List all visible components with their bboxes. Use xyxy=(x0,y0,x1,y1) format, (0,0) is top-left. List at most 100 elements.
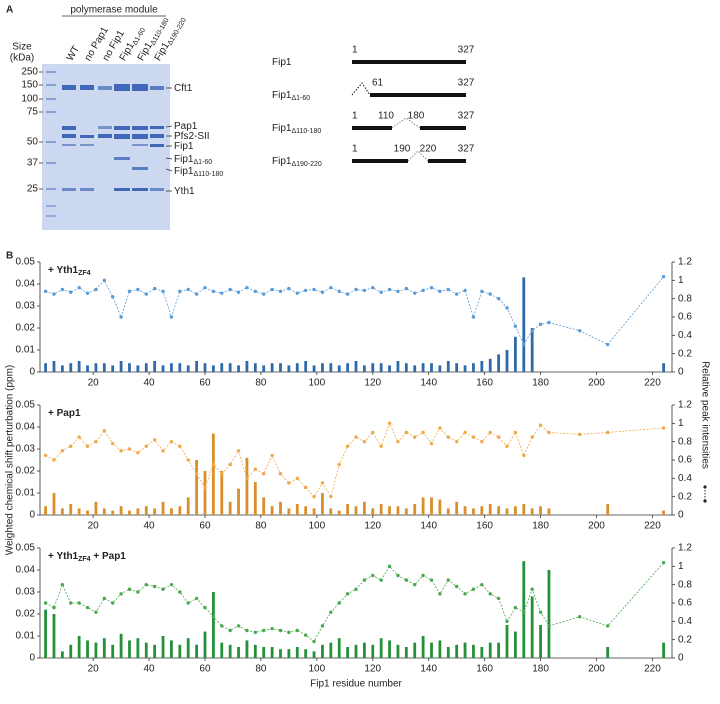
intensity-point xyxy=(605,624,610,628)
intensity-point xyxy=(578,432,582,437)
intensity-line xyxy=(45,422,664,498)
bar xyxy=(522,277,526,372)
intensity-point xyxy=(52,605,56,610)
bar xyxy=(144,642,148,658)
x-tick-label: 20 xyxy=(88,664,100,675)
y-tick-label: 0.02 xyxy=(16,609,36,620)
bar xyxy=(488,642,492,658)
intensity-point xyxy=(119,449,123,453)
intensity-point xyxy=(245,628,249,633)
intensity-point xyxy=(194,292,199,296)
bar xyxy=(60,651,64,658)
intensity-point xyxy=(337,289,341,294)
residue-number: 1 xyxy=(352,111,358,122)
bar xyxy=(362,501,366,515)
bar xyxy=(346,363,350,372)
intensity-point xyxy=(513,324,518,328)
intensity-point xyxy=(69,601,73,605)
construct-name-main: Fip1 xyxy=(272,123,292,134)
marker-size: 150 xyxy=(21,80,38,91)
bar xyxy=(539,506,542,515)
intensity-point xyxy=(413,582,417,587)
bar xyxy=(94,363,98,372)
bar xyxy=(321,363,324,372)
x-tick-label: 180 xyxy=(532,378,549,389)
bar xyxy=(270,647,274,658)
bar xyxy=(170,640,173,658)
axes-frame xyxy=(39,262,673,373)
intensity-point xyxy=(661,426,666,430)
intensity-point xyxy=(463,430,467,435)
intensity-point xyxy=(94,610,98,614)
residue-number: 110 xyxy=(378,111,394,122)
bar xyxy=(102,508,106,515)
intensity-point xyxy=(547,320,551,325)
intensity-point xyxy=(278,628,283,633)
bar xyxy=(354,361,358,372)
bar xyxy=(304,506,308,515)
intensity-point xyxy=(404,286,409,291)
x-tick-label: 80 xyxy=(255,378,267,389)
bar xyxy=(388,365,391,372)
intensity-point xyxy=(354,435,358,439)
intensity-point xyxy=(538,610,543,614)
bar xyxy=(279,363,282,372)
intensity-point xyxy=(77,601,81,605)
bar xyxy=(455,501,459,515)
intensity-point xyxy=(530,329,534,333)
gel-bands xyxy=(46,71,164,217)
y-tick-label: 0.05 xyxy=(16,257,36,268)
intensity-point xyxy=(211,289,216,294)
band-label-main: Fip1 xyxy=(174,141,194,152)
band-label-sub: Δ110-180 xyxy=(193,171,223,178)
bar xyxy=(295,647,299,658)
intensity-point xyxy=(404,430,409,435)
bar xyxy=(119,361,123,372)
bar xyxy=(262,497,266,515)
band-label: Fip1Δ1-60 xyxy=(174,154,212,166)
intensity-point xyxy=(43,453,48,458)
y2-tick-label: 0.4 xyxy=(678,473,692,484)
intensity-line xyxy=(45,562,664,643)
x-tick-label: 100 xyxy=(309,378,326,389)
bar xyxy=(438,365,442,372)
bar xyxy=(530,596,534,658)
bar xyxy=(211,592,215,658)
intensity-point xyxy=(661,274,666,279)
y-tick-label: 0.04 xyxy=(16,565,36,576)
intensity-point xyxy=(178,444,182,448)
bar xyxy=(111,365,115,372)
intensity-point xyxy=(463,592,467,596)
bar xyxy=(321,493,324,515)
intensity-point xyxy=(303,288,308,293)
gel xyxy=(42,64,170,230)
intensity-point xyxy=(236,290,241,294)
x-tick-label: 160 xyxy=(476,378,493,389)
panel-label: B xyxy=(6,251,13,262)
x-tick-label: 80 xyxy=(255,664,267,675)
bar xyxy=(60,508,64,515)
y2-tick-label: 1.2 xyxy=(678,400,692,411)
intensity-point xyxy=(270,453,274,458)
intensity-point xyxy=(480,289,484,294)
construct-name-main: Fip1 xyxy=(272,57,292,68)
intensity-point xyxy=(85,444,90,448)
intensity-point xyxy=(270,287,274,292)
bar xyxy=(446,361,450,372)
intensity-point xyxy=(538,322,543,327)
x-tick-label: 80 xyxy=(255,521,267,532)
series-annotation-main: + Yth1 xyxy=(48,551,79,562)
bar xyxy=(480,647,484,658)
bar xyxy=(228,363,232,372)
y2-tick-label: 0.8 xyxy=(678,579,692,590)
intensity-point xyxy=(463,288,467,293)
bar xyxy=(430,497,433,515)
bar xyxy=(195,361,199,372)
y2-tick-label: 0.8 xyxy=(678,293,692,304)
intensity-point xyxy=(161,289,165,294)
intensity-point xyxy=(43,601,48,605)
intensity-point xyxy=(152,584,157,589)
bar xyxy=(606,504,610,515)
y2-tick-label: 0.6 xyxy=(678,312,692,323)
band-label: Fip1 xyxy=(174,141,194,152)
